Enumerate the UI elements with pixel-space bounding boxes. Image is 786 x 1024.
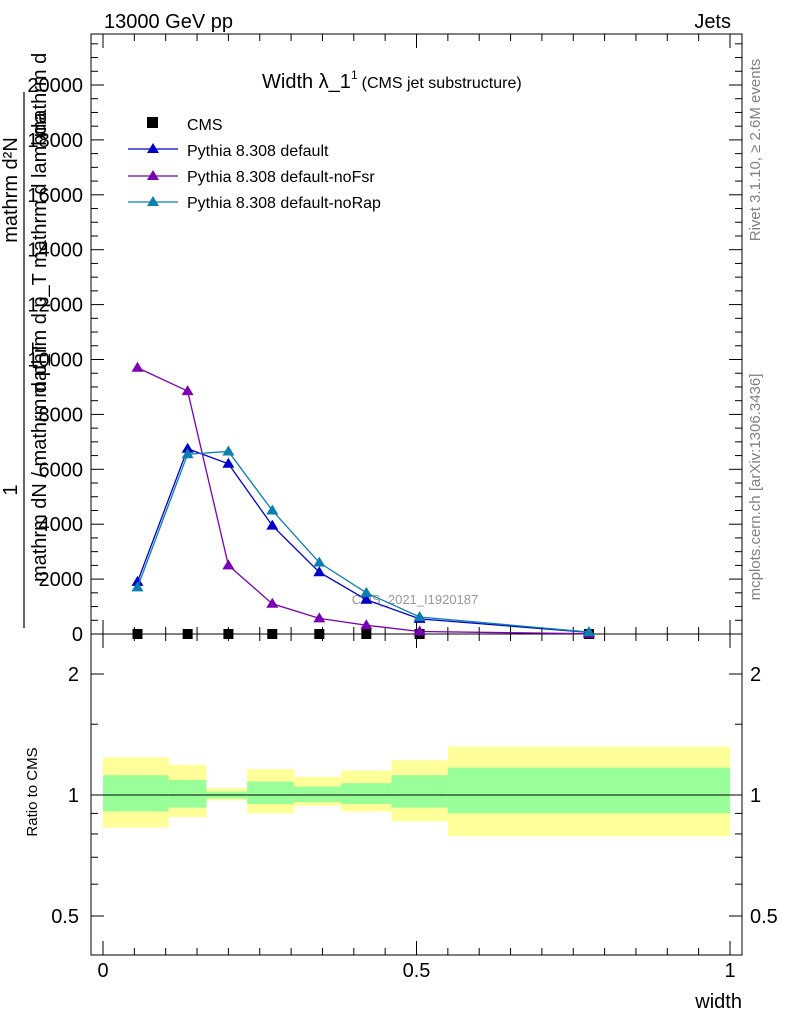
cms-data-point — [182, 629, 193, 639]
legend: CMS Pythia 8.308 default Pythia 8.308 de… — [128, 117, 381, 212]
ratio-tick-label-right: 1 — [750, 785, 761, 807]
ratio-tick-label-right: 0.5 — [750, 906, 778, 928]
series-marker-3 — [266, 504, 279, 515]
rivet-version-label: Rivet 3.1.10, ≥ 2.6M events — [747, 59, 764, 242]
ratio-band-inner — [103, 775, 169, 812]
ratio-band-inner — [341, 783, 392, 804]
legend-marker-cms — [147, 117, 158, 128]
y-label-one: 1 — [0, 484, 22, 495]
x-tick-label: 0.5 — [403, 960, 431, 982]
cms-data-point — [314, 629, 325, 639]
y-tick-label: 6000 — [39, 459, 84, 481]
main-y-axis: 0 2000 4000 6000 8000 10000 12000 14000 16000 180… — [27, 43, 742, 646]
series-marker-2 — [313, 612, 326, 623]
legend-marker-default — [147, 143, 159, 153]
y-tick-label: 8000 — [39, 404, 84, 426]
y-tick-label: 14000 — [27, 240, 83, 262]
legend-marker-nofsr — [147, 170, 159, 180]
cms-data-point — [267, 629, 278, 639]
series-marker-1 — [360, 593, 373, 604]
series-marker-3 — [131, 581, 144, 592]
ratio-band-inner — [391, 775, 448, 808]
y-tick-label: 0 — [72, 624, 83, 646]
y-tick-label: 18000 — [27, 130, 83, 152]
analysis-watermark: CMS_2021_I1920187 — [352, 592, 479, 607]
plot-title: Width λ_11 (CMS jet substructure) — [262, 68, 522, 93]
legend-label-norap: Pythia 8.308 default-noRap — [187, 195, 381, 212]
series-line-2 — [137, 367, 589, 635]
legend-label-default: Pythia 8.308 default — [187, 143, 329, 160]
plot-title-sup: 1 — [351, 68, 358, 82]
y-tick-label: 10000 — [27, 350, 83, 372]
ratio-y-label: Ratio to CMS — [24, 747, 41, 836]
y-tick-label: 16000 — [27, 185, 83, 207]
series-layer — [131, 361, 595, 639]
ratio-tick-label: 0.5 — [51, 906, 79, 928]
series-marker-2 — [181, 385, 194, 396]
plot-title-main: Width λ_1 — [262, 71, 351, 93]
series-marker-3 — [222, 445, 235, 456]
y-tick-label: 4000 — [39, 514, 84, 536]
ratio-tick-label: 2 — [68, 664, 79, 686]
ratio-bands — [103, 746, 730, 837]
ratio-band-inner — [294, 786, 342, 803]
header-left: 13000 GeV pp — [104, 11, 233, 33]
series-marker-2 — [131, 361, 144, 372]
series-marker-3 — [181, 448, 194, 459]
legend-label-cms: CMS — [187, 117, 223, 134]
y-tick-label: 20000 — [27, 75, 83, 97]
legend-marker-norap — [147, 196, 159, 206]
series-marker-1 — [131, 575, 144, 586]
main-y-label: mathrm d mathrm d²N mathrm d p_T mathrm … — [0, 53, 51, 628]
series-marker-1 — [222, 457, 235, 468]
y-label-top: mathrm d — [29, 53, 51, 137]
y-label-denominator: mathrm d p_T mathrm d lambda — [29, 111, 51, 397]
ratio-y-axis: 0.5 0.5 1 1 2 2 — [51, 664, 778, 928]
ratio-band-inner — [447, 767, 730, 814]
series-marker-2 — [266, 597, 279, 608]
legend-label-nofsr: Pythia 8.308 default-noFsr — [187, 169, 375, 186]
series-marker-3 — [360, 586, 373, 597]
series-marker-2 — [222, 559, 235, 570]
series-line-1 — [136, 447, 589, 634]
ratio-tick-label: 1 — [68, 785, 79, 807]
plot-title-sub: (CMS jet substructure) — [362, 75, 522, 92]
cms-data-point — [361, 629, 372, 639]
ratio-band-inner — [168, 779, 207, 808]
series-marker-1 — [266, 519, 279, 530]
series-marker-1 — [181, 442, 194, 453]
y-tick-label: 2000 — [39, 569, 84, 591]
x-tick-label: 0 — [97, 960, 108, 982]
y-tick-label: 12000 — [27, 295, 83, 317]
y-label-norm: mathrm dN / mathrm d p_T — [29, 342, 51, 582]
mcplots-label: mcplots.cern.ch [arXiv:1306.3436] — [747, 374, 764, 601]
header-right: Jets — [694, 11, 731, 33]
series-marker-1 — [313, 566, 326, 577]
series-marker-2 — [360, 619, 373, 630]
y-label-numerator: mathrm d²N — [0, 137, 22, 243]
cms-data-point — [223, 629, 234, 639]
x-axis-label: width — [694, 991, 742, 1013]
x-axis: 0 0.5 1 — [97, 34, 736, 982]
series-marker-3 — [313, 556, 326, 567]
ratio-band-inner — [247, 781, 295, 804]
ratio-tick-label-right: 2 — [750, 664, 761, 686]
x-tick-label: 1 — [724, 960, 735, 982]
series-line-3 — [136, 450, 589, 633]
series-marker-3 — [582, 626, 595, 637]
series-marker-2 — [413, 625, 426, 636]
cms-data-point — [132, 629, 143, 639]
series-marker-3 — [413, 610, 426, 621]
